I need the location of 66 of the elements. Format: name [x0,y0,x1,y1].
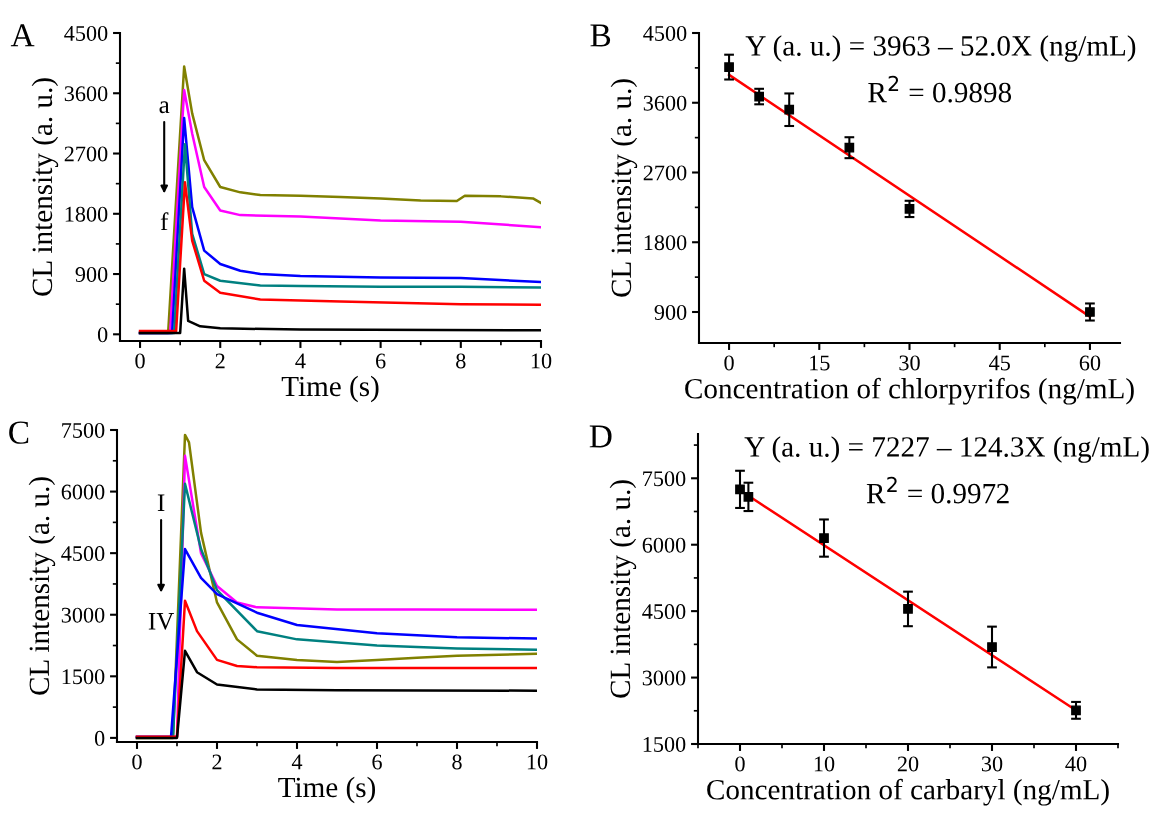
y-axis-title: CL intensity (a. u.) [28,477,56,695]
y-axis-title: CL intensity (a. u.) [609,480,637,698]
y-tick-label: 4500 [642,604,686,620]
x-axis-title: Time (s) [278,776,376,804]
y-tick-label: 1800 [644,235,687,251]
x-axis-title: Concentration of chlorpyrifos (ng/mL) [685,377,1134,405]
x-tick-label: 4 [291,754,303,770]
y-tick-label: 3600 [643,95,687,111]
y-tick-label: 6000 [642,537,686,553]
x-tick-label: 60 [1079,355,1101,371]
line-series [138,267,541,335]
x-tick-label: 40 [1065,756,1087,772]
y-tick-label: 7500 [643,471,686,487]
annotation: R$^{2}$ = 0.9972 [866,476,1009,504]
y-tick-label: 900 [654,304,687,320]
y-tick-label: 1500 [62,669,105,685]
x-tick-label: 15 [810,355,830,371]
x-tick-label: 6 [376,353,386,369]
chart-title: A [10,24,35,47]
y-tick-label: 0 [97,327,108,343]
annotation: f [160,212,169,230]
x-tick-label: 0 [735,756,745,772]
y-tick-label: 3000 [61,607,105,623]
x-tick-label: 20 [897,756,919,772]
x-tick-label: 30 [981,756,1003,772]
y-axis-title: CL intensity (a. u.) [31,78,59,296]
x-tick-label: 10 [814,756,835,772]
chart-title: B [590,24,611,47]
x-tick-label: 0 [724,355,734,371]
y-tick-label: 900 [75,266,108,282]
annotation: a [159,101,170,114]
y-tick-label: 3000 [642,670,686,686]
x-axis-title: Time (s) [281,375,379,403]
x-tick-label: 8 [452,754,462,770]
y-tick-label: 7500 [62,422,105,438]
y-axis-title: CL intensity (a. u.) [610,79,638,297]
y-tick-label: 4500 [643,25,687,41]
y-tick-label: 6000 [61,484,105,500]
y-tick-label: 4500 [64,25,108,41]
x-tick-label: 8 [456,353,466,369]
x-tick-label: 0 [132,754,142,770]
line-series [138,181,541,333]
x-tick-label: 45 [989,355,1010,371]
x-tick-label: 4 [295,353,306,369]
x-tick-label: 10 [531,353,552,369]
annotation: Y (a. u.) = 7227 – 124.3X (ng/mL) [744,436,1149,463]
y-tick-label: 0 [94,730,105,746]
chart-title: D [589,425,612,448]
annotation: R$^{2}$ = 0.9898 [868,75,1012,103]
x-tick-label: 2 [212,754,222,770]
x-tick-label: 2 [215,353,225,369]
annotation: IV [148,613,175,630]
chart-title: C [9,421,29,444]
y-tick-label: 1800 [65,206,108,222]
x-tick-label: 6 [372,754,382,770]
annotation: I [157,494,165,511]
x-axis-title: Concentration of carbaryl (ng/mL) [707,778,1109,806]
y-tick-label: 4500 [61,546,105,562]
annotation: Y (a. u.) = 3963 – 52.0X (ng/mL) [745,35,1136,62]
x-tick-label: 10 [527,754,548,770]
x-tick-label: 0 [135,353,145,369]
y-tick-label: 2700 [643,165,687,181]
y-tick-label: 1500 [643,736,686,752]
x-tick-label: 30 [899,355,920,371]
y-tick-label: 2700 [64,146,108,162]
y-tick-label: 3600 [64,86,108,102]
